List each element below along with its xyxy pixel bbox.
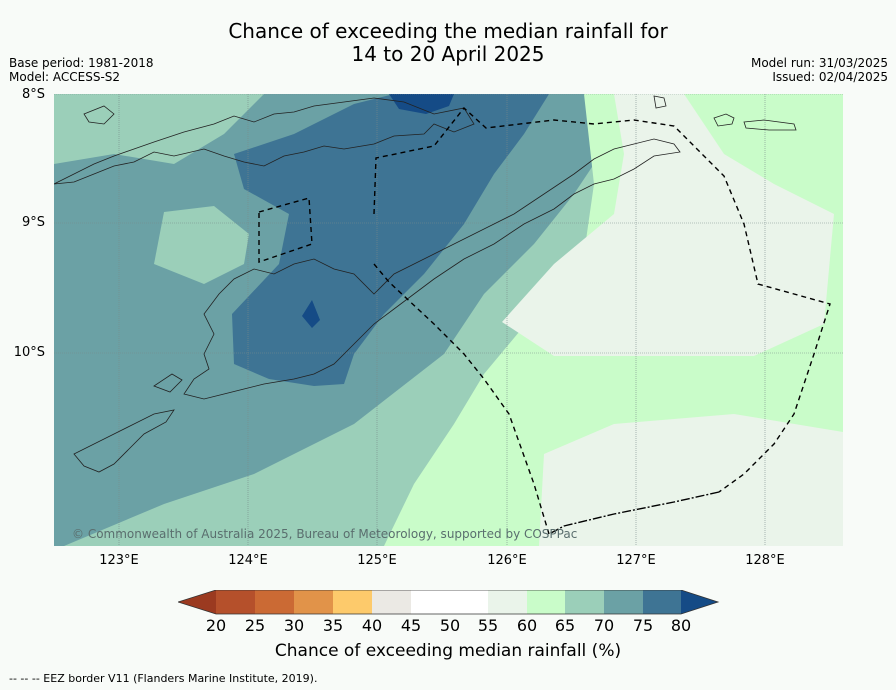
cbar-tick-60: 60	[516, 616, 538, 635]
colorbar-seg-3	[294, 590, 333, 614]
meta-right: Model run: 31/03/2025 Issued: 02/04/2025	[751, 56, 888, 84]
cbar-tick-40: 40	[361, 616, 383, 635]
colorbar-outline	[176, 589, 720, 615]
lon-label-127e: 127°E	[616, 553, 656, 568]
copyright-credit: © Commonwealth of Australia 2025, Bureau…	[72, 527, 578, 541]
graticule	[54, 94, 843, 546]
lon-label-125e: 125°E	[357, 553, 397, 568]
colorbar-label: Chance of exceeding median rainfall (%)	[274, 641, 622, 661]
model-name: Model: ACCESS-S2	[9, 70, 121, 84]
rainfall-map[interactable]	[54, 94, 843, 546]
colorbar-seg-11	[604, 590, 643, 614]
chart-title: Chance of exceeding the median rainfall …	[0, 20, 896, 66]
cbar-tick-70: 70	[593, 616, 615, 635]
lat-label-8s: 8°S	[21, 87, 45, 102]
band-80-south	[302, 300, 320, 328]
lat-label-10s: 10°S	[13, 345, 45, 360]
colorbar-seg-8	[488, 590, 527, 614]
band-55-60-north	[502, 94, 834, 356]
title-line-1: Chance of exceeding the median rainfall …	[228, 19, 668, 43]
colorbar-seg-7	[450, 590, 488, 614]
colorbar	[176, 589, 720, 620]
model-run: Model run: 31/03/2025	[750, 56, 888, 70]
colorbar-seg-12	[643, 590, 681, 614]
base-period: Base period: 1981-2018	[9, 56, 154, 70]
meta-left: Base period: 1981-2018 Model: ACCESS-S2	[9, 56, 154, 84]
colorbar-seg-2	[255, 590, 294, 614]
eez-footnote: -- -- -- EEZ border V11 (Flanders Marine…	[9, 672, 318, 685]
cbar-tick-50: 50	[439, 616, 461, 635]
band-65-70-northwest	[54, 94, 264, 164]
coastlines	[54, 95, 797, 473]
lon-label-124e: 124°E	[228, 553, 268, 568]
lon-label-126e: 126°E	[487, 553, 527, 568]
colorbar-seg-13	[681, 590, 718, 614]
cbar-tick-45: 45	[400, 616, 422, 635]
colorbar-seg-4	[333, 590, 372, 614]
issued-date: Issued: 02/04/2025	[772, 70, 888, 84]
cbar-tick-25: 25	[244, 616, 266, 635]
band-55-60-south	[539, 414, 843, 546]
colorbar-seg-1	[216, 590, 255, 614]
colorbar-seg-9	[527, 590, 565, 614]
map-svg	[54, 94, 843, 546]
colorbar-svg	[176, 589, 720, 615]
eez-border	[258, 106, 831, 535]
lat-label-9s: 9°S	[21, 215, 45, 230]
colorbar-seg-0	[178, 590, 216, 614]
band-65-70-island	[154, 206, 249, 284]
cbar-tick-80: 80	[670, 616, 692, 635]
title-line-2: 14 to 20 April 2025	[351, 42, 545, 66]
cbar-tick-30: 30	[283, 616, 305, 635]
band-80-north	[389, 94, 454, 114]
colorbar-seg-5	[372, 590, 411, 614]
colorbar-seg-6	[411, 590, 450, 614]
cbar-tick-75: 75	[632, 616, 654, 635]
cbar-tick-55: 55	[477, 616, 499, 635]
lon-label-123e: 123°E	[99, 553, 139, 568]
lon-label-128e: 128°E	[745, 553, 785, 568]
cbar-tick-20: 20	[205, 616, 227, 635]
cbar-tick-35: 35	[322, 616, 344, 635]
colorbar-seg-10	[565, 590, 604, 614]
cbar-tick-65: 65	[554, 616, 576, 635]
